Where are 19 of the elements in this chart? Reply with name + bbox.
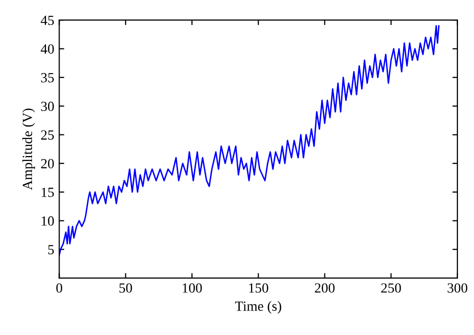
y-tick-label: 10 [42,216,54,226]
x-axis-title: Time (s) [235,301,282,314]
y-tick-label: 20 [41,158,54,168]
y-tick-label: 40 [40,44,54,54]
x-tick-label: 100 [182,283,202,293]
y-axis-title: Amplitude (V) [22,108,35,190]
x-tick-label: 50 [119,283,132,293]
y-tick-label: 35 [41,73,54,82]
y-tick-label: 30 [41,102,54,112]
x-tick-label: 300 [448,283,468,293]
y-tick-label: 25 [41,130,54,140]
y-tick-label: 5 [48,245,54,254]
y-tick-label: 45 [40,16,54,26]
x-tick-label: 0 [56,283,62,293]
y-tick-label: 15 [42,188,54,198]
x-tick-label: 150 [249,283,268,293]
x-tick-label: 200 [314,283,335,293]
line-series [59,25,440,256]
x-tick-label: 250 [381,283,401,293]
